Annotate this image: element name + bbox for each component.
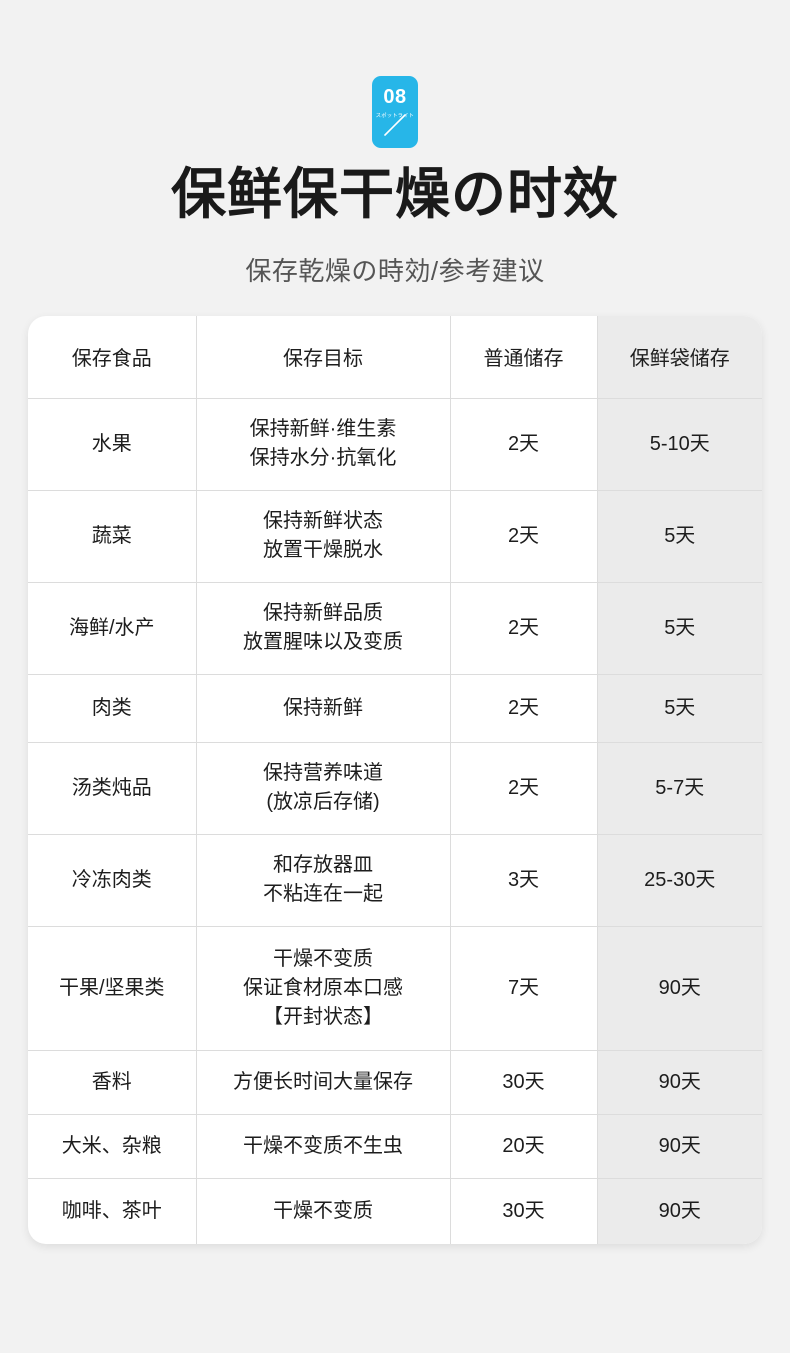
cell-bag-storage: 5天 [597,489,762,582]
table-row: 水果 保持新鲜·维生素 保持水分·抗氧化 2天 5-10天 [28,397,762,490]
cell-normal-storage: 2天 [450,581,598,674]
table-row: 干果/坚果类 干燥不变质 保证食材原本口感 【开封状态】 7天 90天 [28,925,762,1050]
cell-normal-storage: 30天 [450,1177,598,1244]
cell-goal: 保持营养味道 (放凉后存储) [196,741,451,834]
cell-food: 水果 [28,397,197,490]
cell-normal-storage: 3天 [450,833,598,926]
storage-table-card: 保存食品 保存目标 普通储存 保鲜袋储存 水果 保持新鲜·维生素 保持水分·抗氧化 2… [28,316,762,1244]
cell-goal: 保持新鲜·维生素 保持水分·抗氧化 [196,397,451,490]
cell-goal-line: 干燥不变质不生虫 [243,1134,403,1157]
cell-goal-line: 不粘连在一起 [263,883,383,905]
cell-goal: 干燥不变质不生虫 [196,1113,451,1178]
cell-goal-line: 放置干燥脱水 [263,539,383,561]
cell-goal: 干燥不变质保证食材原本口感 【开封状态】 [196,925,451,1050]
cell-goal-line: 保持水分·抗氧化 [249,447,397,469]
cell-goal: 保持新鲜 [196,673,451,742]
table-row: 大米、杂粮 干燥不变质不生虫 20天 90天 [28,1113,762,1178]
cell-goal-line: 【开封状态】 [263,1005,383,1028]
cell-bag-storage: 5天 [597,673,762,742]
cell-goal: 方便长时间大量保存 [196,1049,451,1114]
cell-food: 肉类 [28,673,197,742]
cell-normal-storage: 20天 [450,1113,598,1178]
column-header-normal-storage: 普通储存 [450,316,598,398]
cell-goal-line: (放凉后存储) [266,791,380,813]
storage-duration-table: 保存食品 保存目标 普通储存 保鲜袋储存 水果 保持新鲜·维生素 保持水分·抗氧化 2… [28,316,762,1244]
page-subtitle: 保存乾燥の時効/参考建议 [245,256,545,286]
cell-goal-line: 保持新鲜状态 [263,510,383,532]
cell-bag-storage: 90天 [597,1049,762,1114]
cell-food: 海鲜/水产 [28,581,197,674]
cell-normal-storage: 2天 [450,489,598,582]
cell-goal-line: 和存放器皿 [273,854,373,876]
cell-goal-line: 方便长时间大量保存 [233,1070,413,1093]
cell-food: 冷冻肉类 [28,833,197,926]
cell-goal-line: 保持新鲜品质 [263,602,383,624]
cell-bag-storage: 5天 [597,581,762,674]
cell-goal-line: 保持营养味道 [263,762,383,784]
cell-goal-line: 干燥不变质 [273,947,373,970]
table-row: 冷冻肉类 和存放器皿 不粘连在一起 3天 25-30天 [28,833,762,926]
cell-bag-storage: 90天 [597,1113,762,1178]
cell-goal: 干燥不变质 [196,1177,451,1244]
badge-number: 08 [383,86,407,108]
table-body: 水果 保持新鲜·维生素 保持水分·抗氧化 2天 5-10天 蔬菜 保持新鲜状态 放置干燥脱水 2… [28,397,762,1244]
table-row: 香料 方便长时间大量保存 30天 90天 [28,1049,762,1114]
column-header-food: 保存食品 [28,316,197,398]
table-row: 海鲜/水产 保持新鲜品质 放置腥味以及变质 2天 5天 [28,581,762,674]
cell-normal-storage: 2天 [450,741,598,834]
cell-goal-line: 保持新鲜·维生素 [249,418,397,440]
table-row: 汤类炖品 保持营养味道 (放凉后存储) 2天 5-7天 [28,741,762,834]
cell-food: 干果/坚果类 [28,925,197,1050]
cell-bag-storage: 25-30天 [597,833,762,926]
cell-food: 汤类炖品 [28,741,197,834]
cell-bag-storage: 90天 [597,925,762,1050]
cell-goal: 和存放器皿不粘连在一起 [196,833,451,926]
badge-subtext: スポットライト [375,113,415,119]
cell-normal-storage: 2天 [450,397,598,490]
cell-bag-storage: 5-10天 [597,397,762,490]
table-header-row: 保存食品 保存目标 普通储存 保鲜袋储存 [28,316,762,398]
section-badge: 08 スポットライト [372,76,418,148]
cell-food: 大米、杂粮 [28,1113,197,1178]
cell-normal-storage: 30天 [450,1049,598,1114]
cell-normal-storage: 2天 [450,673,598,742]
section-badge-wrapper: 08 スポットライト [0,76,790,148]
cell-food: 蔬菜 [28,489,197,582]
cell-goal-line: 保持新鲜 [283,696,363,719]
table-row: 咖啡、茶叶 干燥不变质 30天 90天 [28,1177,762,1244]
column-header-goal: 保存目标 [196,316,451,398]
cell-normal-storage: 7天 [450,925,598,1050]
cell-goal-line: 放置腥味以及变质 [243,631,403,653]
column-header-bag-storage: 保鲜袋储存 [597,316,762,398]
table-row: 肉类 保持新鲜 2天 5天 [28,673,762,742]
cell-food: 咖啡、茶叶 [28,1177,197,1244]
cell-food: 香料 [28,1049,197,1114]
page-title: 保鲜保干燥の时效 [170,163,619,225]
cell-goal-line: 保证食材原本口感 [243,976,403,999]
cell-bag-storage: 90天 [597,1177,762,1244]
diagonal-slash-icon [384,114,406,136]
cell-bag-storage: 5-7天 [597,741,762,834]
table-row: 蔬菜 保持新鲜状态 放置干燥脱水 2天 5天 [28,489,762,582]
cell-goal-line: 干燥不变质 [273,1199,373,1222]
cell-goal: 保持新鲜品质 放置腥味以及变质 [196,581,451,674]
cell-goal: 保持新鲜状态 放置干燥脱水 [196,489,451,582]
table-header: 保存食品 保存目标 普通储存 保鲜袋储存 [28,316,762,398]
